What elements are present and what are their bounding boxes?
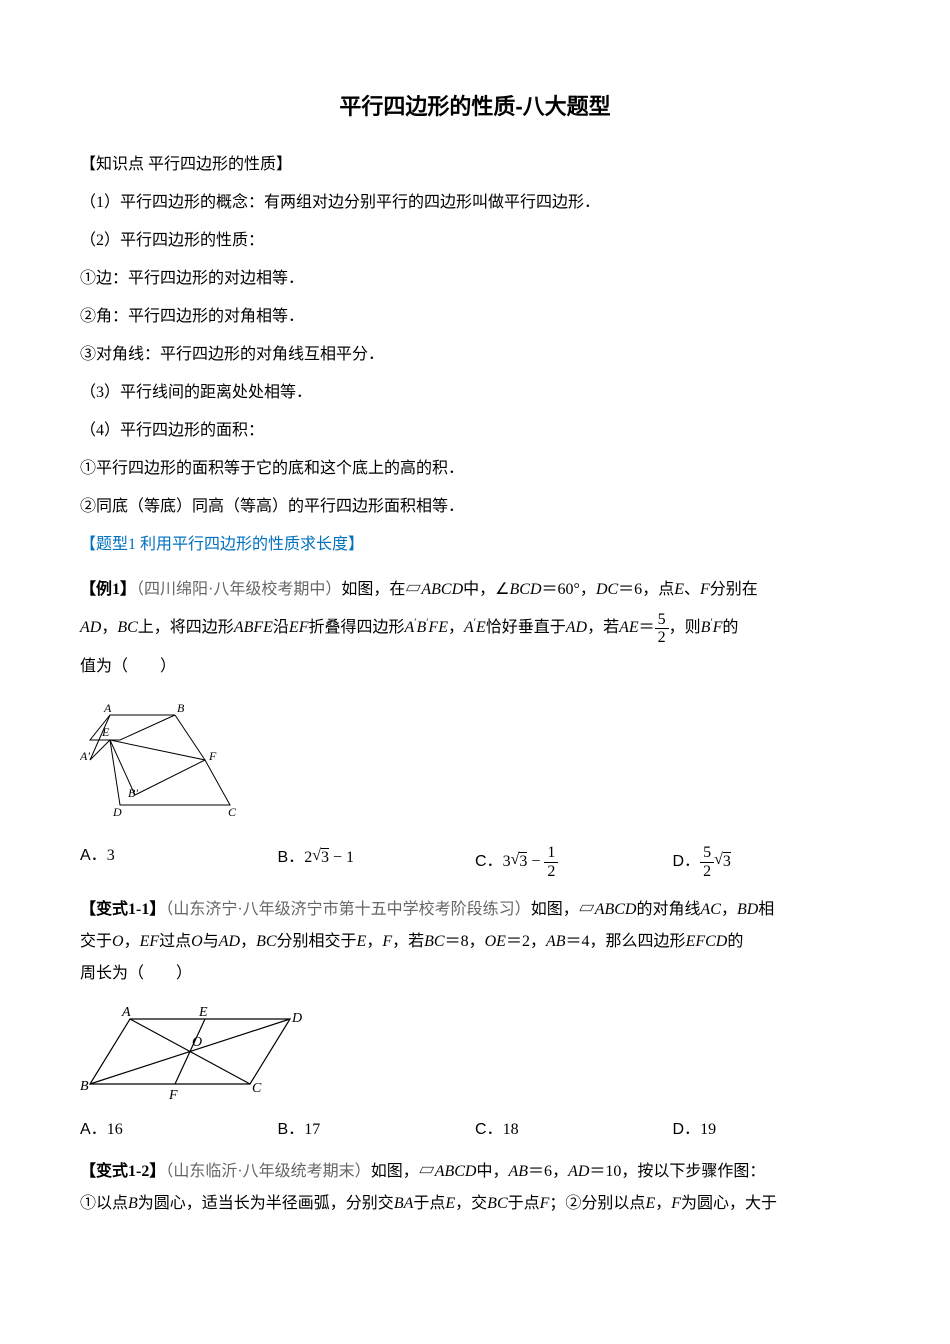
- ex1-final: 值为（ ）: [80, 658, 176, 675]
- svg-text:D: D: [291, 1011, 302, 1026]
- v11-label: 【变式1-1】: [80, 901, 165, 918]
- sub-4: ①平行四边形的面积等于它的底和这个底上的高的积．: [80, 457, 870, 481]
- v11-option-b: B．17: [278, 1118, 476, 1142]
- sub-5: ②同底（等底）同高（等高）的平行四边形面积相等．: [80, 495, 870, 519]
- ex1-option-d: D．52√3: [673, 844, 871, 880]
- svg-text:F: F: [208, 749, 217, 763]
- svg-text:D: D: [112, 805, 122, 819]
- point-4: （4）平行四边形的面积：: [80, 419, 870, 443]
- ex1-options: A．3 B．2√3 − 1 C．3√3 − 12 D．52√3: [80, 844, 870, 880]
- svg-text:C: C: [228, 805, 237, 819]
- svg-text:A: A: [121, 1005, 131, 1020]
- svg-text:B: B: [177, 701, 185, 715]
- figure-ex1: A B A' E F B' D C: [80, 700, 870, 830]
- point-2: （2）平行四边形的性质：: [80, 229, 870, 253]
- ex1-option-a: A．3: [80, 844, 278, 880]
- example-1: 【例1】（四川绵阳·八年级校考期中）如图，在▱ABCD中，∠BCD＝60°，DC…: [80, 571, 870, 686]
- document-title: 平行四边形的性质-八大题型: [80, 90, 870, 123]
- svg-text:C: C: [252, 1081, 262, 1096]
- sub-3: ③对角线：平行四边形的对角线互相平分．: [80, 343, 870, 367]
- svg-text:O: O: [192, 1035, 202, 1050]
- variant-1-1: 【变式1-1】（山东济宁·八年级济宁市第十五中学校考阶段练习）如图，▱ABCD的…: [80, 894, 870, 990]
- point-3: （3）平行线间的距离处处相等．: [80, 381, 870, 405]
- ex1-text: 如图，在▱: [341, 581, 421, 598]
- knowledge-label: 【知识点 平行四边形的性质】: [80, 153, 870, 177]
- svg-text:A: A: [103, 701, 112, 715]
- v11-option-d: D．19: [673, 1118, 871, 1142]
- variant-1-2: 【变式1-2】（山东临沂·八年级统考期末）如图，▱ABCD中，AB＝6，AD＝1…: [80, 1156, 870, 1220]
- v11-options: A．16 B．17 C．18 D．19: [80, 1118, 870, 1142]
- v12-label: 【变式1-2】: [80, 1163, 165, 1180]
- ex1-option-b: B．2√3 − 1: [278, 844, 476, 880]
- topic-type-1: 【题型1 利用平行四边形的性质求长度】: [80, 533, 870, 557]
- svg-text:E: E: [198, 1005, 208, 1020]
- v11-option-a: A．16: [80, 1118, 278, 1142]
- v11-source: （山东济宁·八年级济宁市第十五中学校考阶段练习）: [165, 901, 530, 918]
- svg-text:B': B': [128, 786, 138, 800]
- point-1: （1）平行四边形的概念：有两组对边分别平行的四边形叫做平行四边形．: [80, 191, 870, 215]
- svg-text:F: F: [168, 1088, 178, 1103]
- figure-v11: A E D O B F C: [80, 1004, 870, 1104]
- ex1-option-c: C．3√3 − 12: [475, 844, 673, 880]
- v12-source: （山东临沂·八年级统考期末）: [165, 1163, 370, 1180]
- svg-text:E: E: [101, 725, 110, 739]
- sub-1: ①边：平行四边形的对边相等．: [80, 267, 870, 291]
- ex1-source: （四川绵阳·八年级校考期中）: [136, 581, 341, 598]
- v11-final: 周长为（ ）: [80, 965, 192, 982]
- ex1-label: 【例1】: [80, 581, 136, 598]
- svg-text:B: B: [80, 1079, 89, 1094]
- svg-text:A': A': [80, 749, 90, 763]
- v11-option-c: C．18: [475, 1118, 673, 1142]
- sub-2: ②角：平行四边形的对角相等．: [80, 305, 870, 329]
